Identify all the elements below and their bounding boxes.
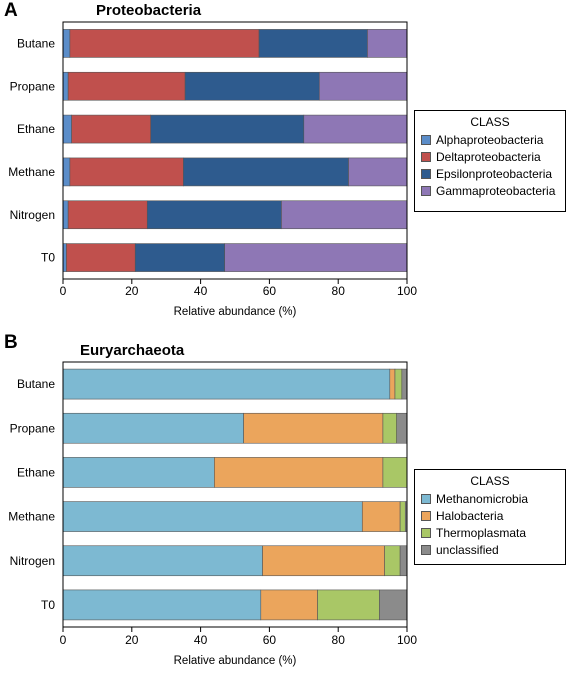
legend-swatch [421, 510, 431, 521]
legend-b-title: CLASS [470, 474, 510, 488]
bar-a-nitrogen-gammaproteobacteria [281, 200, 408, 230]
legend-swatch [421, 527, 431, 538]
bar-a-ethane-deltaproteobacteria [71, 114, 152, 144]
legend-item-b-thermoplasmata: Thermoplasmata [415, 524, 565, 541]
bar-a-methane-epsilonproteobacteria [183, 157, 349, 187]
category-label-a-butane: Butane [17, 36, 55, 50]
legend-item-b-halobacteria: Halobacteria [415, 507, 565, 524]
legend-item-a-alphaproteobacteria: Alphaproteobacteria [415, 131, 565, 148]
category-label-a-ethane: Ethane [17, 122, 55, 136]
x-tick-label-a-60: 60 [263, 284, 277, 298]
bar-a-butane-deltaproteobacteria [69, 29, 260, 58]
legend-label: unclassified [436, 542, 499, 557]
legend-label: Epsilonproteobacteria [436, 166, 553, 181]
panel-a-title: Proteobacteria [96, 2, 202, 19]
legend-swatch [421, 151, 431, 162]
legend-swatch [421, 168, 431, 179]
legend-a: CLASS Alphaproteobacteria Deltaproteobact… [414, 110, 566, 212]
bar-a-propane-alphaproteobacteria [62, 71, 69, 101]
bar-a-ethane-gammaproteobacteria [303, 114, 408, 144]
legend-item-a-deltaproteobacteria: Deltaproteobacteria [415, 148, 565, 165]
bar-a-t0-gammaproteobacteria [224, 243, 408, 272]
x-tick-label-a-100: 100 [397, 284, 417, 298]
bar-a-methane-deltaproteobacteria [69, 157, 184, 187]
legend-label: Gammaproteobacteria [436, 183, 556, 198]
x-axis-label-a: Relative abundance (%) [174, 306, 297, 318]
legend-label: Alphaproteobacteria [436, 132, 544, 147]
bar-a-t0-alphaproteobacteria [62, 243, 67, 272]
x-tick-label-a-0: 0 [60, 284, 67, 298]
legend-item-b-unclassified: unclassified [415, 541, 565, 558]
bar-a-propane-epsilonproteobacteria [184, 71, 320, 101]
legend-swatch [421, 134, 431, 145]
legend-item-a-epsilonproteobacteria: Epsilonproteobacteria [415, 165, 565, 182]
bar-a-propane-gammaproteobacteria [318, 71, 408, 101]
category-label-a-methane: Methane [8, 165, 55, 179]
x-tick-label-a-20: 20 [125, 284, 139, 298]
legend-label: Thermoplasmata [436, 525, 527, 540]
panel-b-letter: B [4, 332, 18, 353]
bar-a-t0-deltaproteobacteria [66, 243, 136, 272]
legend-item-b-methanomicrobia: Methanomicrobia [415, 490, 565, 507]
category-label-a-propane: Propane [10, 79, 56, 93]
category-label-a-nitrogen: Nitrogen [10, 208, 55, 222]
bar-a-nitrogen-alphaproteobacteria [62, 200, 69, 230]
legend-label: Methanomicrobia [436, 491, 529, 506]
legend-swatch [421, 493, 431, 504]
legend-swatch [421, 185, 431, 196]
bar-a-ethane-alphaproteobacteria [62, 114, 72, 144]
panel-a-letter: A [4, 0, 18, 21]
legend-a-title: CLASS [470, 115, 510, 129]
category-label-a-t0: T0 [41, 251, 55, 265]
bar-a-ethane-epsilonproteobacteria [150, 114, 305, 144]
bar-a-t0-epsilonproteobacteria [134, 243, 225, 272]
bar-a-propane-deltaproteobacteria [67, 71, 186, 101]
bar-a-butane-epsilonproteobacteria [258, 29, 368, 58]
panel-b-title: Euryarchaeota [80, 342, 185, 359]
legend-item-a-gammaproteobacteria: Gammaproteobacteria [415, 182, 565, 199]
plot-frame-a [62, 21, 408, 280]
legend-swatch [421, 544, 431, 555]
bar-a-butane-alphaproteobacteria [62, 29, 71, 58]
bar-a-methane-alphaproteobacteria [62, 157, 71, 187]
bar-a-methane-gammaproteobacteria [348, 157, 408, 187]
x-tick-label-a-40: 40 [194, 284, 208, 298]
bar-a-nitrogen-deltaproteobacteria [67, 200, 148, 230]
legend-label: Halobacteria [436, 508, 504, 523]
bar-a-nitrogen-epsilonproteobacteria [146, 200, 282, 230]
x-tick-label-a-80: 80 [332, 284, 346, 298]
legend-label: Deltaproteobacteria [436, 149, 541, 164]
bar-a-butane-gammaproteobacteria [367, 29, 408, 58]
legend-b-items: Methanomicrobia Halobacteria Thermoplasmat… [415, 490, 565, 558]
legend-a-items: Alphaproteobacteria Deltaproteobacteria Ep… [415, 131, 565, 199]
legend-b: CLASS Methanomicrobia Halobacteria Thermop… [414, 469, 566, 565]
